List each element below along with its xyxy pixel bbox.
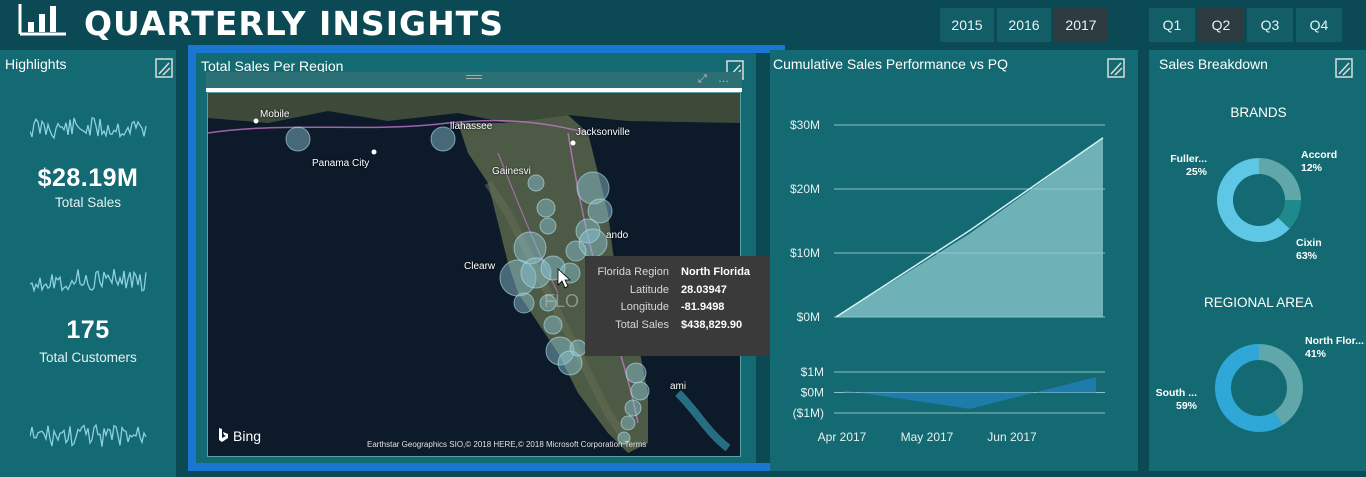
donut-value-label: 12% (1301, 162, 1323, 174)
regional-title: REGIONAL AREA (1203, 295, 1314, 310)
total-sales-label: Total Sales (54, 195, 122, 210)
year-button-2016[interactable]: 2016 (997, 8, 1051, 42)
quarter-button-q4[interactable]: Q4 (1296, 8, 1342, 42)
year-slicer: 2015 2016 2017 (940, 8, 1108, 42)
donut-label: Cixin (1296, 237, 1322, 249)
y-tick-label: ($1M) (793, 406, 824, 420)
y-tick-label: $0M (797, 310, 820, 324)
donut-slice[interactable] (1259, 344, 1303, 426)
y-tick-label: $0M (801, 386, 824, 400)
bing-logo-icon (219, 428, 228, 442)
map-tooltip: Florida Region North Florida Latitude 28… (585, 256, 774, 356)
bing-label: Bing (233, 428, 262, 444)
difference-area (844, 377, 1096, 409)
quarter-button-q1[interactable]: Q1 (1149, 8, 1195, 42)
tooltip-row: Longitude -81.9498 (620, 301, 725, 313)
cumulative-title: Cumulative Sales Performance vs PQ (773, 56, 1008, 72)
brands-title: BRANDS (1230, 105, 1287, 120)
highlights-title: Highlights (5, 56, 67, 72)
drag-handle[interactable] (466, 75, 482, 79)
total-customers-label: Total Customers (39, 350, 137, 365)
visual-header-icon[interactable] (1335, 58, 1353, 78)
x-tick-label: Apr 2017 (818, 430, 867, 444)
donut-value-label: 41% (1305, 348, 1327, 360)
cumulative-area (836, 137, 1103, 317)
quarter-slicer: Q1 Q2 Q3 Q4 (1149, 8, 1342, 42)
visual-header-icon[interactable] (155, 58, 173, 78)
y-tick-label: $30M (790, 118, 820, 132)
tooltip-row: Florida Region North Florida (597, 266, 751, 278)
customers-sparkline (30, 269, 147, 293)
visual-header-icon[interactable] (1107, 58, 1125, 78)
donut-label: South ... (1156, 387, 1197, 399)
quarter-button-q2[interactable]: Q2 (1198, 8, 1244, 42)
total-customers-value: 175 (66, 316, 110, 344)
map-top-bar (206, 88, 742, 92)
cumulative-chart[interactable]: $0M $10M $20M $30M ($1M) $0M $1M Apr 2017 May 20… (770, 100, 1138, 470)
more-options-icon[interactable]: … (718, 73, 729, 85)
pq-line (835, 137, 1104, 318)
page-title: QUARTERLY INSIGHTS (84, 4, 504, 43)
donut-value-label: 59% (1176, 400, 1198, 412)
city-label: Mobile (260, 109, 290, 120)
breakdown-panel: Sales Breakdown (1149, 50, 1366, 471)
city-label: ami (670, 381, 687, 392)
donut-slice[interactable] (1259, 158, 1301, 200)
total-sales-value: $28.19M (37, 164, 139, 192)
year-button-2017[interactable]: 2017 (1054, 8, 1108, 42)
y-tick-label: $1M (801, 365, 824, 379)
city-label: Gainesvi (492, 166, 531, 177)
donut-label: Accord (1301, 149, 1337, 161)
dashboard-logo-icon (18, 4, 66, 36)
donut-label: Fuller... (1170, 153, 1207, 165)
city-label: Panama City (312, 158, 370, 169)
donut-label: North Flor... (1305, 335, 1364, 347)
x-tick-label: Jun 2017 (987, 430, 1037, 444)
city-label: Jacksonville (576, 127, 630, 138)
map-title: Total Sales Per Region (201, 58, 344, 74)
region-watermark: FLO (544, 291, 580, 311)
x-tick-label: May 2017 (901, 430, 954, 444)
year-button-2015[interactable]: 2015 (940, 8, 994, 42)
third-sparkline (30, 423, 147, 447)
map-toolbar (206, 72, 742, 90)
focus-mode-icon[interactable]: ⤢ (698, 73, 707, 85)
tooltip-row: Latitude 28.03947 (629, 283, 727, 296)
donut-slice[interactable] (1217, 158, 1290, 242)
tooltip-row: Total Sales $438,829.90 (615, 318, 743, 331)
breakdown-title: Sales Breakdown (1159, 56, 1268, 72)
sales-sparkline (30, 116, 147, 140)
donut-slice[interactable] (1215, 344, 1283, 432)
y-tick-label: $10M (790, 246, 820, 260)
donut-value-label: 63% (1296, 250, 1318, 262)
city-label: llahassee (450, 121, 493, 132)
y-tick-label: $20M (790, 182, 820, 196)
city-label: Clearw (464, 261, 496, 272)
map-attribution[interactable]: Earthstar Geographics SIO,© 2018 HERE,© … (367, 440, 647, 449)
city-label: ando (606, 230, 629, 241)
donut-slice[interactable] (1277, 200, 1301, 229)
highlights-panel: Highlights $28.19M Total Sales 175 Total… (0, 50, 176, 477)
quarter-button-q3[interactable]: Q3 (1247, 8, 1293, 42)
donut-value-label: 25% (1186, 166, 1208, 178)
